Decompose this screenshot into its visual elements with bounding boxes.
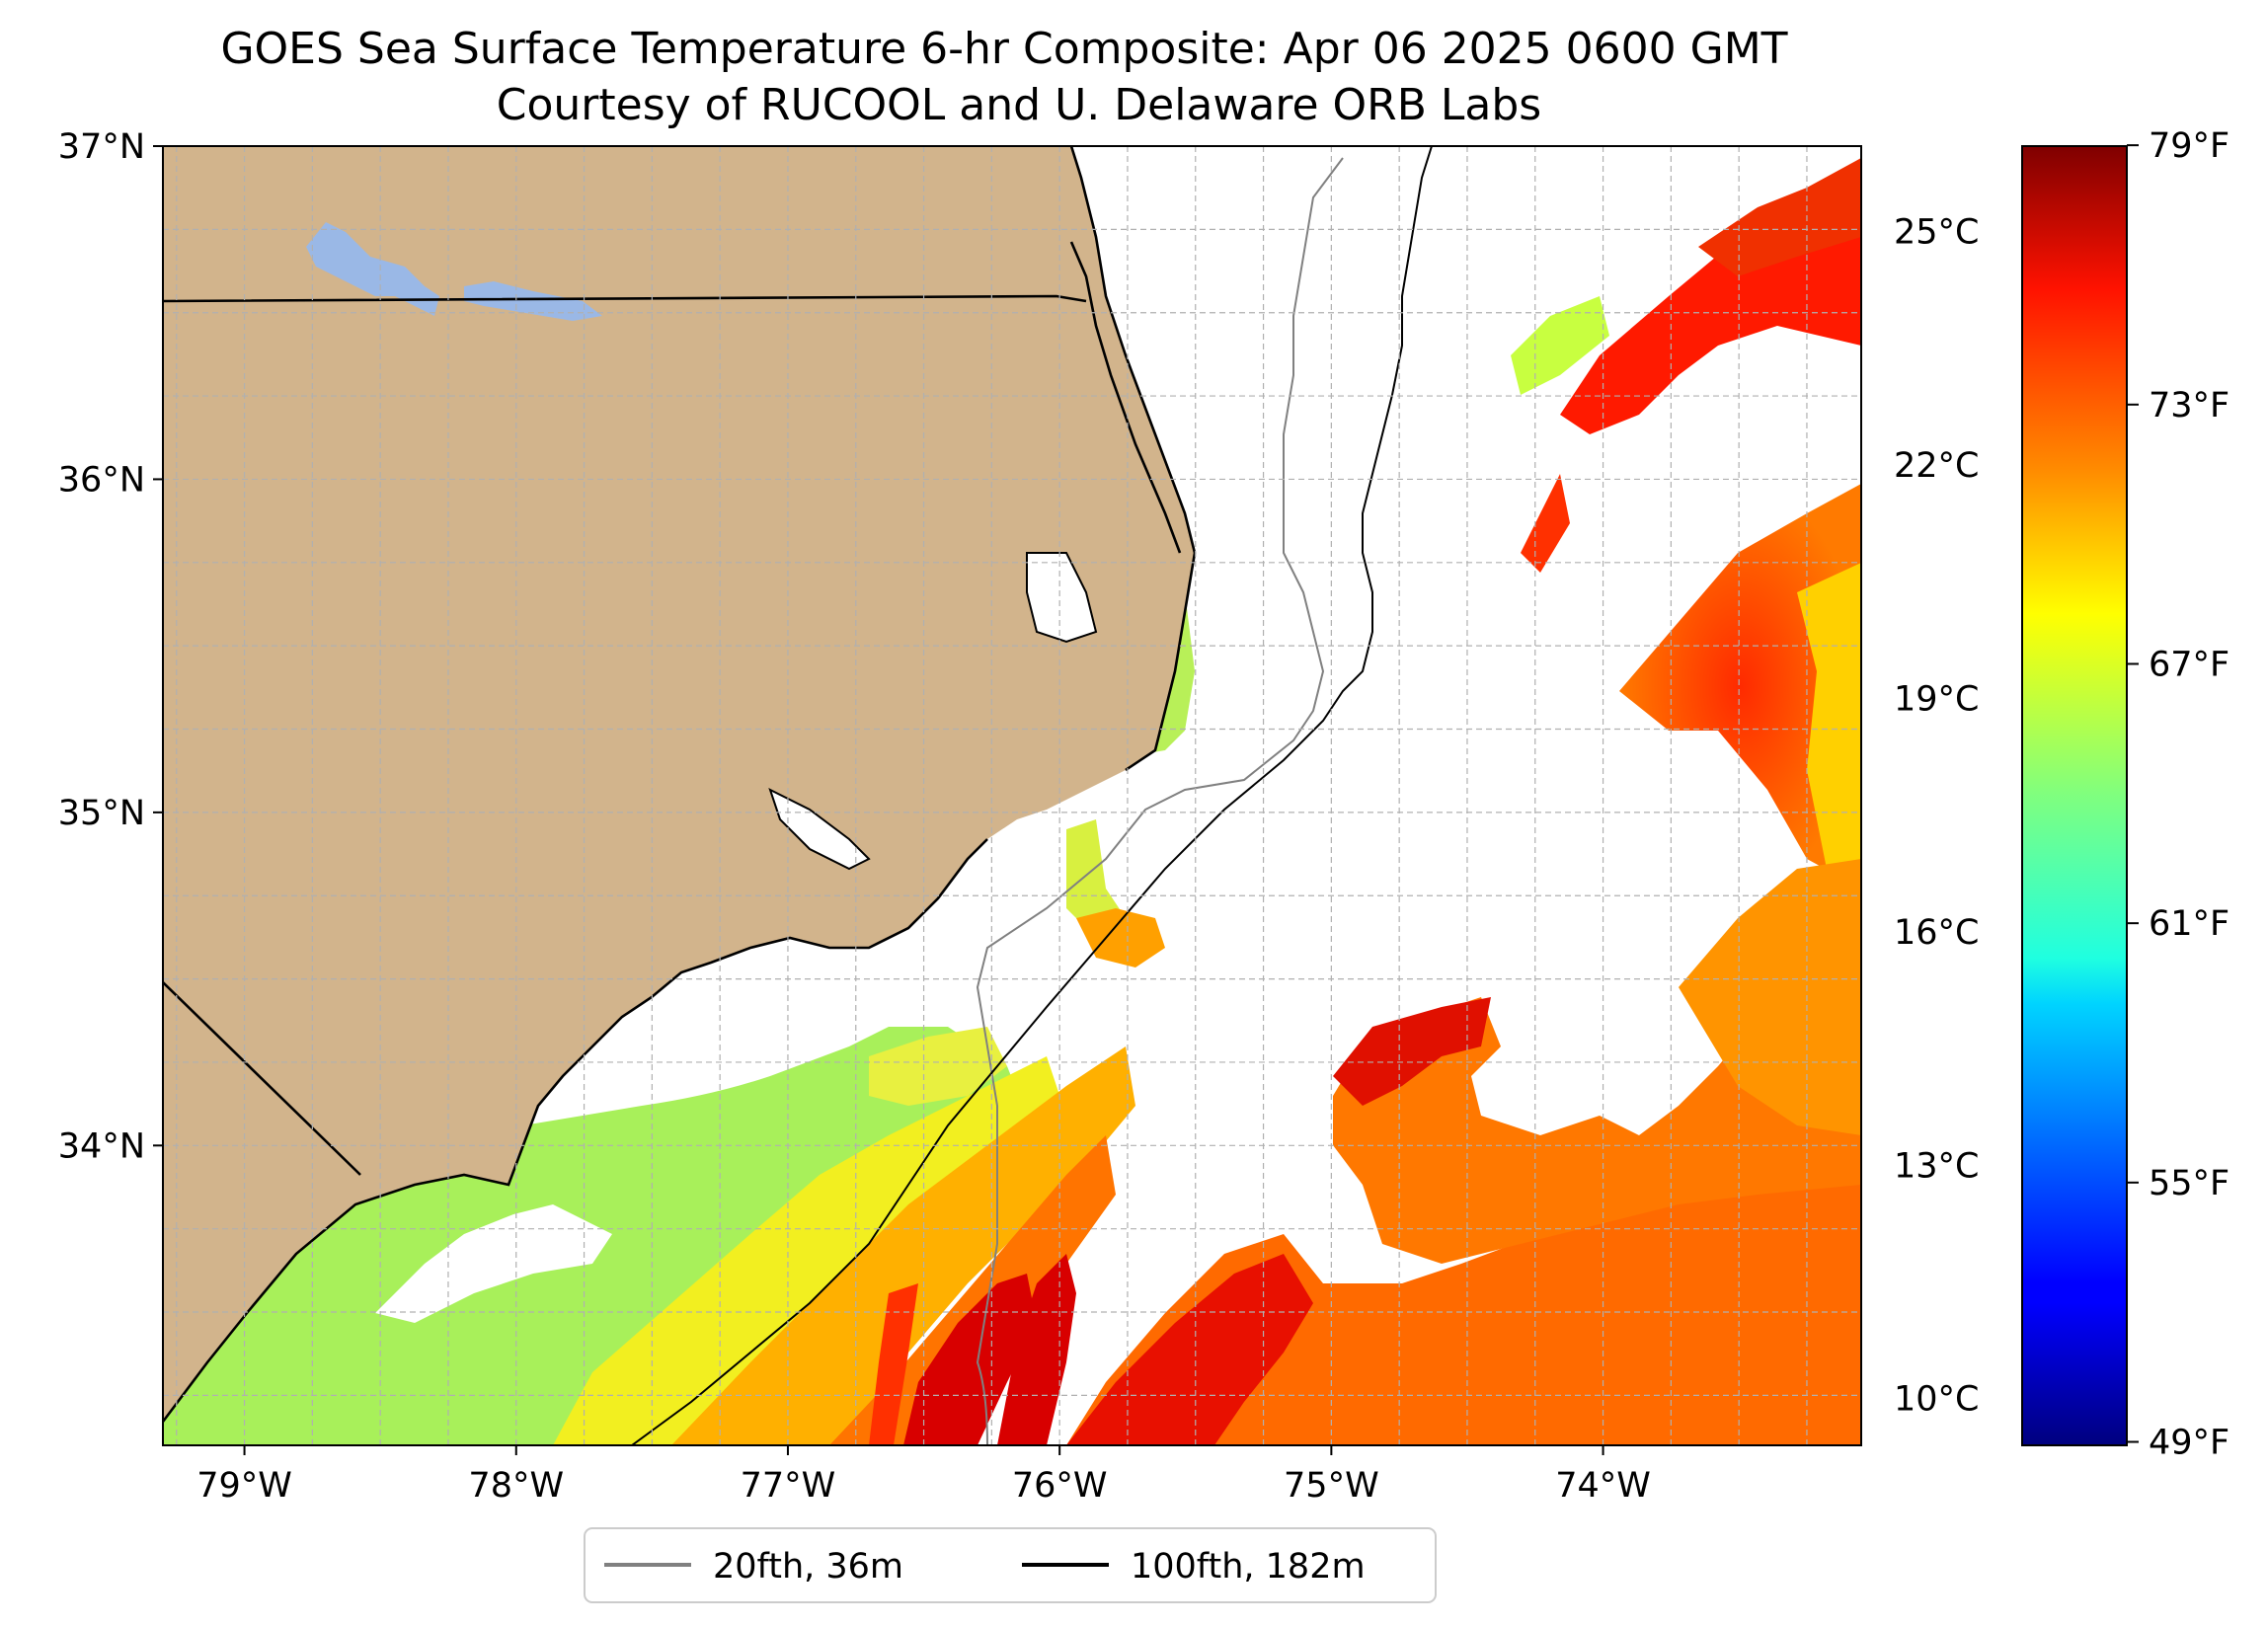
state-border-va-nc (163, 294, 1087, 303)
colorbar-celsius-label: 16°C (1894, 913, 1979, 953)
sst-patch-offshore-orange (1333, 889, 1861, 1264)
sst-patch-onslow (869, 1027, 1007, 1106)
sst-patch-small-red (1521, 474, 1570, 573)
sst-patch-gulfstream-east (1066, 1175, 1861, 1445)
colorbar-ramp (2021, 145, 2128, 1446)
sst-patch-shelf-yellow (553, 1056, 1066, 1445)
colorbar-fahrenheit-ticks: 79°F 73°F 67°F 61°F 55°F 49°F (2127, 126, 2229, 1462)
map-frame (162, 145, 1862, 1446)
gridlines (163, 146, 1861, 1445)
sst-patch-eastern-yellow (1797, 563, 1861, 889)
land-mass (163, 146, 1195, 1422)
sst-patch-gulfstream-core (1066, 1254, 1313, 1445)
lon-tick-label: 77°W (741, 1466, 836, 1506)
map-title: GOES Sea Surface Temperature 6-hr Compos… (220, 24, 1787, 74)
lon-tick-label: 78°W (468, 1466, 564, 1506)
lat-tick-label: 35°N (58, 794, 145, 833)
contour-20fth-36m (976, 157, 1344, 1445)
colorbar-celsius-label: 22°C (1894, 446, 1979, 486)
sst-patch-filament-1 (869, 1283, 918, 1445)
colorbar-fahrenheit-label: 61°F (2149, 904, 2229, 944)
coastline-outer-banks (1069, 146, 1197, 772)
colorbar-celsius-label: 19°C (1894, 679, 1979, 719)
barrier-island (1069, 241, 1182, 554)
colorbar-fahrenheit-label: 55°F (2149, 1164, 2229, 1203)
legend: 20fth, 36m 100fth, 182m (584, 1527, 1437, 1603)
sst-patch-eastern-orange (1679, 859, 1861, 1135)
sst-patch-eastern-warm (1619, 484, 1861, 889)
lon-tick-label: 79°W (196, 1466, 292, 1506)
lat-tick-label: 34°N (58, 1126, 145, 1166)
lon-tick-label: 76°W (1012, 1466, 1108, 1506)
sst-patch-northeast-green (1511, 296, 1609, 395)
cloud-gap-long-bay (375, 1204, 612, 1323)
lat-tick-label: 37°N (58, 127, 145, 167)
legend-box (584, 1527, 1437, 1603)
colorbar-fahrenheit-label: 73°F (2149, 386, 2229, 426)
coastline-south (163, 838, 988, 1423)
colorbar-fahrenheit-label: 49°F (2149, 1423, 2229, 1462)
sst-patch-gulfstream-2 (997, 1254, 1076, 1445)
colorbar: 25°C 22°C 19°C 16°C 13°C 10°C 79°F 73°F 67°F 61°… (1894, 126, 2229, 1462)
latitude-axis: 37°N 36°N 35°N 34°N (58, 127, 163, 1166)
map-panel (163, 146, 1861, 1445)
lon-tick-label: 75°W (1284, 1466, 1379, 1506)
state-border-nc-sc (163, 981, 361, 1176)
lon-tick-label: 74°W (1555, 1466, 1651, 1506)
lat-tick-label: 36°N (58, 460, 145, 500)
sound-inlet-1 (1026, 552, 1098, 644)
colorbar-fahrenheit-label: 79°F (2149, 126, 2229, 166)
longitude-axis: 79°W 78°W 77°W 76°W 75°W 74°W (196, 1445, 1651, 1506)
contour-100fth-182m (631, 146, 1433, 1445)
sst-patch-hatteras-orange (1076, 908, 1165, 968)
colorbar-celsius-label: 25°C (1894, 213, 1979, 253)
colorbar-fahrenheit-label: 67°F (2149, 645, 2229, 684)
legend-label-20fth: 20fth, 36m (713, 1547, 903, 1587)
colorbar-celsius-label: 13°C (1894, 1146, 1979, 1186)
colorbar-celsius-label: 10°C (1894, 1380, 1979, 1420)
sst-patch-warm-eddy (1333, 997, 1491, 1106)
colorbar-celsius-ticks: 25°C 22°C 19°C 16°C 13°C 10°C (1894, 213, 1979, 1420)
legend-label-100fth: 100fth, 182m (1131, 1547, 1366, 1587)
coastline-layer (163, 146, 1197, 1423)
sound-pamlico-river (768, 788, 871, 871)
sst-patch-gulfstream-1 (903, 1274, 1037, 1445)
map-subtitle: Courtesy of RUCOOL and U. Delaware ORB L… (497, 80, 1541, 130)
